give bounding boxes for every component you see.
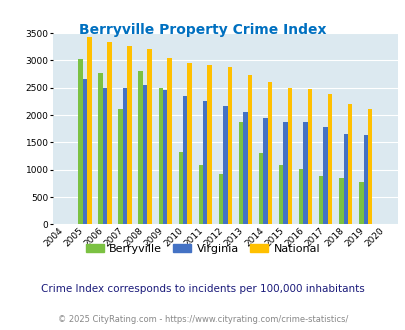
Bar (207, 65, 211, 224)
Bar (278, 165, 283, 224)
Text: Crime Index corresponds to incidents per 100,000 inhabitants: Crime Index corresponds to incidents per… (41, 284, 364, 294)
Legend: Berryville, Virginia, National: Berryville, Virginia, National (81, 240, 324, 258)
Bar (247, 75, 252, 224)
Bar (267, 82, 271, 224)
Bar (307, 89, 311, 224)
Bar (78, 59, 83, 224)
Text: Berryville Property Crime Index: Berryville Property Crime Index (79, 23, 326, 37)
Bar (122, 88, 127, 224)
Bar (343, 134, 347, 224)
Bar (218, 174, 223, 224)
Bar (227, 67, 231, 224)
Bar (167, 58, 171, 224)
Bar (287, 88, 292, 224)
Bar (303, 122, 307, 224)
Bar (238, 122, 243, 224)
Bar (147, 49, 151, 224)
Bar (283, 122, 287, 224)
Bar (258, 153, 262, 224)
Bar (318, 176, 323, 224)
Bar (327, 94, 331, 224)
Bar (102, 88, 107, 224)
Bar (358, 182, 362, 224)
Bar (127, 46, 131, 224)
Bar (107, 42, 111, 224)
Bar (183, 96, 187, 224)
Bar (198, 165, 202, 224)
Bar (323, 127, 327, 224)
Bar (223, 106, 227, 224)
Bar (143, 85, 147, 224)
Bar (178, 152, 183, 224)
Bar (243, 112, 247, 224)
Bar (87, 37, 91, 224)
Bar (187, 62, 191, 224)
Bar (347, 104, 352, 224)
Bar (298, 169, 303, 224)
Bar (118, 109, 122, 224)
Bar (98, 73, 102, 224)
Bar (262, 118, 267, 224)
Bar (83, 80, 87, 224)
Bar (338, 179, 343, 224)
Text: © 2025 CityRating.com - https://www.cityrating.com/crime-statistics/: © 2025 CityRating.com - https://www.city… (58, 315, 347, 324)
Bar (202, 101, 207, 224)
Bar (158, 88, 162, 224)
Bar (362, 135, 367, 224)
Bar (138, 71, 143, 224)
Bar (162, 90, 167, 224)
Bar (367, 109, 371, 224)
